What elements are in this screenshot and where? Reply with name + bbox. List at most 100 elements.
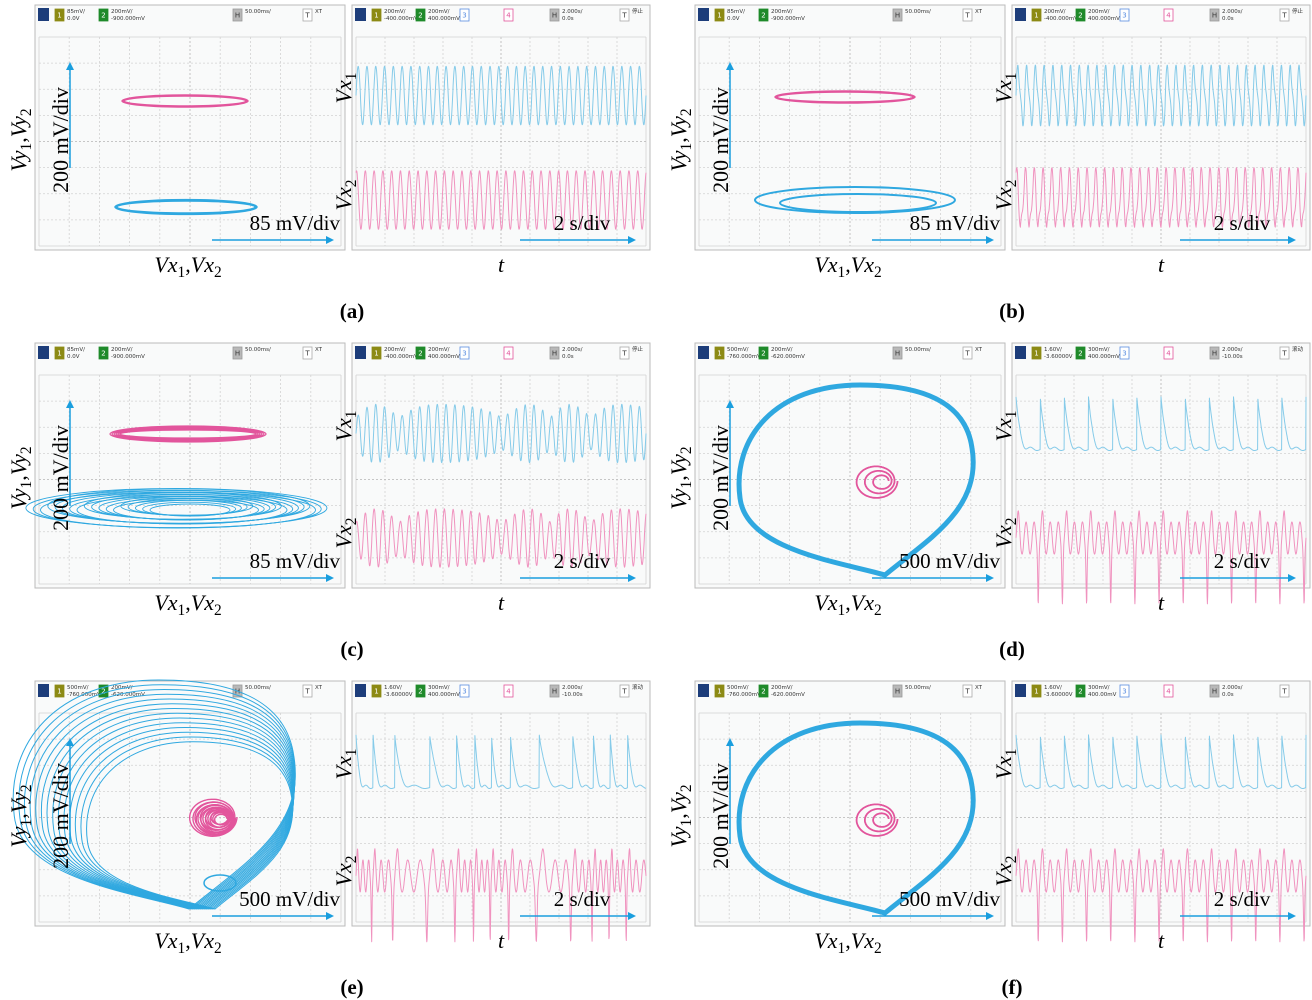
time-axis-label: t [498, 928, 505, 953]
channel-id: 2 [101, 12, 105, 20]
time-scale: 2 s/div [1214, 549, 1271, 573]
channel-setting: 200mV/ [1044, 9, 1066, 15]
channel-id: 3 [462, 12, 466, 20]
channel-setting: -400.000mV [384, 16, 418, 22]
channel-id: 2 [101, 688, 105, 696]
channel-id: 1 [57, 350, 61, 358]
channel-setting: XT [315, 685, 323, 691]
channel-id: 4 [506, 688, 511, 696]
x-axis-label: Vx1,Vx2 [814, 590, 881, 619]
channel-setting: 500mV/ [67, 685, 89, 691]
channel-id: T [621, 350, 627, 358]
channel-id: 2 [418, 350, 422, 358]
channel-setting: 滚动 [632, 683, 644, 691]
channel-setting: 200mV/ [384, 347, 406, 353]
x-axis-label: Vx1,Vx2 [154, 928, 221, 957]
channel-id: 2 [1078, 12, 1082, 20]
y-axis-label: Vy1,Vy2 [6, 784, 35, 847]
channel-id: 1 [57, 12, 61, 20]
scope-menu [38, 684, 49, 697]
channel-id: T [304, 12, 310, 20]
channel-setting: -400.000mV [384, 354, 418, 360]
channel-id: 1 [1034, 350, 1038, 358]
channel-setting: 200mV/ [111, 9, 133, 15]
channel-id: 2 [1078, 688, 1082, 696]
channel-id: 3 [1122, 688, 1126, 696]
channel-setting: 85mV/ [67, 347, 85, 353]
figure: 185mV/0.0V2200mV/-900.000mVH50.00ms/TXT1… [0, 0, 1312, 1000]
channel-setting: 200mV/ [111, 347, 133, 353]
channel-setting: 0.0s [1222, 16, 1234, 22]
channel-id: 4 [1166, 688, 1171, 696]
channel-setting: -3.60000V [1044, 354, 1073, 360]
x-axis-label: Vx1,Vx2 [814, 252, 881, 281]
channel-id: 2 [761, 12, 765, 20]
channel-setting: -900.000mV [111, 16, 145, 22]
channel-id: H [1212, 688, 1217, 696]
time-axis-label: t [498, 252, 505, 277]
channel-setting: -900.000mV [111, 354, 145, 360]
channel-setting: 85mV/ [727, 9, 745, 15]
channel-setting: 200mV/ [771, 685, 793, 691]
channel-id: 2 [418, 12, 422, 20]
channel-setting: 500mV/ [727, 685, 749, 691]
channel-setting: 0.0s [1222, 692, 1234, 698]
x-scale: 500 mV/div [899, 549, 1000, 573]
time-scale: 2 s/div [554, 211, 611, 235]
time-scale: 2 s/div [1214, 887, 1271, 911]
scope-menu [355, 684, 366, 697]
channel-id: 4 [506, 12, 511, 20]
channel-setting: 停止 [632, 345, 644, 353]
x-scale: 500 mV/div [239, 887, 340, 911]
channel-setting: 滚动 [1292, 345, 1304, 353]
scope-menu [355, 8, 366, 21]
scope-menu [698, 684, 709, 697]
x-scale: 85 mV/div [250, 211, 341, 235]
channel-setting: -760.000mV [727, 692, 761, 698]
channel-setting: XT [975, 9, 983, 15]
channel-setting: 300mV/ [428, 685, 450, 691]
channel-setting: 0.0V [67, 354, 80, 360]
channel-setting: 2.000s/ [1222, 347, 1243, 353]
panel-label: (e) [340, 975, 363, 999]
channel-setting: -900.000mV [771, 16, 805, 22]
panel-label: (a) [340, 299, 365, 323]
channel-setting: 0.0s [562, 16, 574, 22]
channel-setting: -10.00s [562, 692, 583, 698]
channel-id: H [552, 12, 557, 20]
panel-label: (f) [1002, 975, 1023, 999]
channel-setting: 1.60V/ [1044, 347, 1062, 353]
channel-setting: 85mV/ [67, 9, 85, 15]
y-scale: 200 mV/div [48, 425, 73, 531]
channel-setting: 0.0V [727, 16, 740, 22]
channel-id: 3 [462, 350, 466, 358]
channel-id: T [1281, 350, 1287, 358]
y-axis-label: Vy1,Vy2 [6, 108, 35, 171]
channel-setting: 200mV/ [428, 9, 450, 15]
scope-menu [1015, 684, 1026, 697]
x-axis-label: Vx1,Vx2 [154, 590, 221, 619]
channel-id: H [895, 688, 900, 696]
channel-id: H [895, 12, 900, 20]
channel-setting: 停止 [632, 7, 644, 15]
channel-id: T [304, 688, 310, 696]
channel-id: T [964, 688, 970, 696]
channel-id: 4 [506, 350, 511, 358]
channel-id: T [964, 350, 970, 358]
channel-setting: -760.000mV [67, 692, 101, 698]
channel-setting: XT [315, 9, 323, 15]
channel-setting: 2.000s/ [562, 9, 583, 15]
scope-menu [1015, 346, 1026, 359]
channel-id: 1 [717, 12, 721, 20]
channel-setting: 2.000s/ [1222, 685, 1243, 691]
channel-id: H [1212, 350, 1217, 358]
y-scale: 200 mV/div [708, 87, 733, 193]
channel-setting: 2.000s/ [562, 685, 583, 691]
time-scale: 2 s/div [1214, 211, 1271, 235]
channel-id: H [895, 350, 900, 358]
channel-setting: 400.000mV [428, 354, 460, 360]
channel-setting: 200mV/ [771, 9, 793, 15]
channel-id: T [304, 350, 310, 358]
channel-setting: 2.000s/ [1222, 9, 1243, 15]
channel-setting: 200mV/ [1088, 9, 1110, 15]
